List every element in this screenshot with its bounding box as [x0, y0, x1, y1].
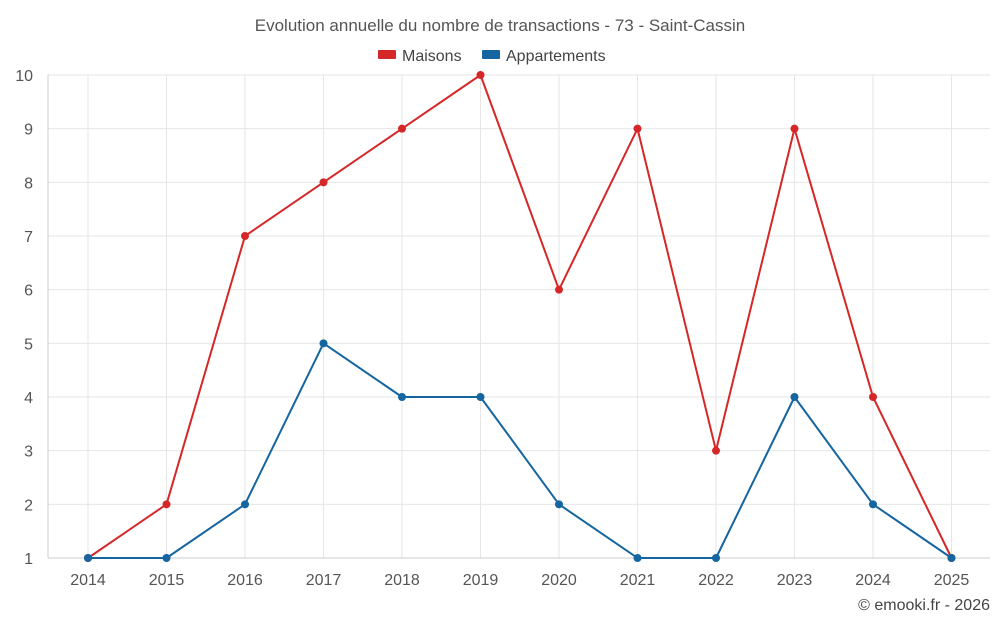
y-tick-label: 8: [24, 175, 33, 192]
credit-text: © emooki.fr - 2026: [858, 597, 990, 614]
data-point: [398, 124, 406, 133]
x-tick-label: 2022: [698, 572, 734, 589]
data-point: [241, 500, 249, 509]
x-tick-label: 2018: [384, 572, 420, 589]
y-tick-label: 4: [24, 390, 33, 407]
data-point: [712, 554, 720, 562]
x-tick-label: 2019: [463, 572, 499, 589]
data-point: [476, 393, 485, 401]
y-tick-label: 7: [24, 229, 33, 246]
legend-item: Maisons: [378, 48, 462, 65]
data-point: [947, 554, 956, 562]
data-point: [869, 500, 877, 509]
x-tick-label: 2016: [227, 572, 263, 589]
y-tick-label: 9: [24, 122, 33, 139]
legend-swatch: [378, 50, 396, 59]
series-layer: [84, 71, 956, 562]
x-tick-label: 2020: [541, 572, 577, 589]
data-point: [319, 339, 328, 348]
legend: Maisons Appartements: [378, 48, 606, 65]
legend-label: Maisons: [402, 48, 462, 65]
chart-title: Evolution annuelle du nombre de transact…: [255, 16, 745, 35]
y-tick-label: 3: [24, 444, 33, 461]
grid: [47, 74, 990, 559]
data-point: [790, 124, 799, 133]
data-point: [712, 446, 720, 455]
data-point: [633, 554, 642, 562]
data-point: [633, 124, 642, 133]
data-point: [319, 178, 328, 187]
x-tick-label: 2014: [70, 572, 106, 589]
data-point: [555, 500, 563, 509]
data-point: [555, 285, 563, 294]
data-point: [241, 232, 249, 240]
series-appartements: [84, 339, 956, 562]
legend-swatch: [482, 50, 500, 59]
y-tick-label: 5: [24, 336, 33, 353]
legend-item: Appartements: [482, 48, 606, 65]
data-point: [162, 500, 171, 509]
data-point: [476, 71, 485, 79]
legend-label: Appartements: [506, 48, 606, 65]
data-point: [84, 554, 92, 562]
y-tick-label: 10: [15, 68, 33, 85]
data-point: [790, 393, 799, 401]
series-maisons: [84, 71, 956, 562]
x-tick-label: 2015: [149, 572, 185, 589]
y-axis-ticks: 1 2 3 4 5 6 7 8 9 10: [15, 68, 33, 568]
x-tick-label: 2024: [855, 572, 891, 589]
data-point: [869, 393, 877, 401]
y-tick-label: 2: [24, 497, 33, 514]
data-point: [398, 393, 406, 401]
x-tick-label: 2025: [934, 572, 970, 589]
y-tick-label: 6: [24, 283, 33, 300]
series-line: [88, 342, 953, 559]
x-tick-label: 2021: [620, 572, 656, 589]
x-axis-ticks: 2014 2015 2016 2017 2018 2019 2020 2021 2022 2023…: [70, 572, 969, 589]
y-tick-label: 1: [24, 551, 33, 568]
x-tick-label: 2017: [306, 572, 342, 589]
series-line: [87, 74, 953, 559]
data-point: [162, 554, 171, 562]
x-tick-label: 2023: [777, 572, 813, 589]
